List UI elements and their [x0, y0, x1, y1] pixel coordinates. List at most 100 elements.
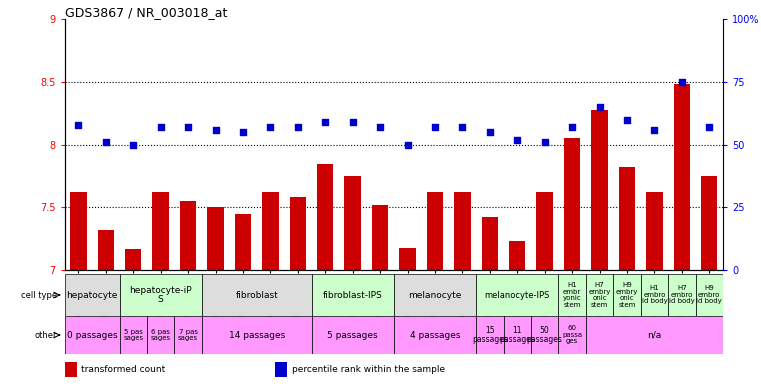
Point	[703, 124, 715, 130]
Bar	[586, 274, 613, 316]
Bar	[65, 316, 119, 354]
Text: melanocyte-IPS: melanocyte-IPS	[485, 291, 550, 300]
Text: H7
embro
id body: H7 embro id body	[669, 285, 695, 305]
Text: 0 passages: 0 passages	[67, 331, 117, 339]
Point	[511, 137, 524, 143]
Bar	[290, 197, 306, 270]
Bar	[180, 201, 196, 270]
Point	[539, 139, 551, 145]
Bar	[70, 192, 87, 270]
Text: 14 passages: 14 passages	[228, 331, 285, 339]
Point	[484, 129, 496, 135]
Point	[566, 124, 578, 130]
Point	[127, 142, 139, 148]
Bar	[646, 192, 663, 270]
Point	[374, 124, 386, 130]
Bar	[641, 274, 668, 316]
Bar	[696, 274, 723, 316]
Bar	[559, 274, 586, 316]
Bar	[262, 192, 279, 270]
Bar	[119, 316, 147, 354]
Point	[100, 139, 112, 145]
Bar	[311, 316, 394, 354]
Bar	[400, 248, 416, 270]
Bar	[275, 361, 287, 376]
Bar	[476, 316, 504, 354]
Bar	[482, 217, 498, 270]
Bar	[559, 316, 586, 354]
Bar	[97, 230, 114, 270]
Bar	[537, 192, 553, 270]
Point	[457, 124, 469, 130]
Bar	[311, 274, 394, 316]
Bar	[125, 249, 142, 270]
Text: 60
passa
ges: 60 passa ges	[562, 326, 582, 344]
Text: 6 pas
sages: 6 pas sages	[151, 329, 170, 341]
Text: fibroblast: fibroblast	[235, 291, 278, 300]
Text: H9
embro
id body: H9 embro id body	[696, 285, 722, 305]
Point	[594, 104, 606, 110]
Text: n/a: n/a	[648, 331, 661, 339]
Bar	[372, 205, 388, 270]
Bar	[65, 361, 77, 376]
Bar	[591, 109, 608, 270]
Bar	[345, 176, 361, 270]
Bar	[586, 316, 723, 354]
Text: GDS3867 / NR_003018_at: GDS3867 / NR_003018_at	[65, 6, 227, 19]
Text: H1
embro
id body: H1 embro id body	[642, 285, 667, 305]
Bar	[619, 167, 635, 270]
Text: melanocyte: melanocyte	[408, 291, 462, 300]
Bar	[147, 316, 174, 354]
Point	[291, 124, 304, 130]
Text: 15
passages: 15 passages	[472, 326, 508, 344]
Bar	[207, 207, 224, 270]
Point	[319, 119, 331, 125]
Text: H7
embry
onic
stem: H7 embry onic stem	[588, 282, 611, 308]
Bar	[234, 214, 251, 270]
Bar	[202, 316, 311, 354]
Text: 5 pas
sages: 5 pas sages	[123, 329, 143, 341]
Point	[72, 121, 84, 127]
Point	[648, 127, 661, 133]
Point	[621, 116, 633, 122]
Bar	[65, 274, 119, 316]
Text: H9
embry
onic
stem: H9 embry onic stem	[616, 282, 638, 308]
Point	[237, 129, 249, 135]
Point	[154, 124, 167, 130]
Bar	[504, 316, 531, 354]
Text: other: other	[34, 331, 57, 339]
Text: 4 passages: 4 passages	[409, 331, 460, 339]
Bar	[531, 316, 559, 354]
Bar	[564, 138, 581, 270]
Text: 50
passages: 50 passages	[527, 326, 562, 344]
Bar	[668, 274, 696, 316]
Bar	[393, 316, 476, 354]
Bar	[119, 274, 202, 316]
Bar	[509, 241, 525, 270]
Text: hepatocyte-iP
S: hepatocyte-iP S	[129, 286, 192, 305]
Point	[676, 79, 688, 85]
Point	[429, 124, 441, 130]
Point	[264, 124, 276, 130]
Text: H1
embr
yonic
stem: H1 embr yonic stem	[562, 282, 581, 308]
Text: percentile rank within the sample: percentile rank within the sample	[291, 364, 445, 374]
Bar	[613, 274, 641, 316]
Text: hepatocyte: hepatocyte	[66, 291, 118, 300]
Bar	[393, 274, 476, 316]
Bar	[454, 192, 470, 270]
Point	[209, 127, 221, 133]
Text: cell type: cell type	[21, 291, 57, 300]
Bar	[152, 192, 169, 270]
Text: 11
passages: 11 passages	[499, 326, 535, 344]
Bar	[174, 316, 202, 354]
Point	[402, 142, 414, 148]
Point	[182, 124, 194, 130]
Bar	[317, 164, 333, 270]
Point	[346, 119, 358, 125]
Bar	[673, 84, 690, 270]
Text: 5 passages: 5 passages	[327, 331, 378, 339]
Text: 7 pas
sages: 7 pas sages	[178, 329, 198, 341]
Bar	[202, 274, 311, 316]
Text: fibroblast-IPS: fibroblast-IPS	[323, 291, 383, 300]
Bar	[427, 192, 443, 270]
